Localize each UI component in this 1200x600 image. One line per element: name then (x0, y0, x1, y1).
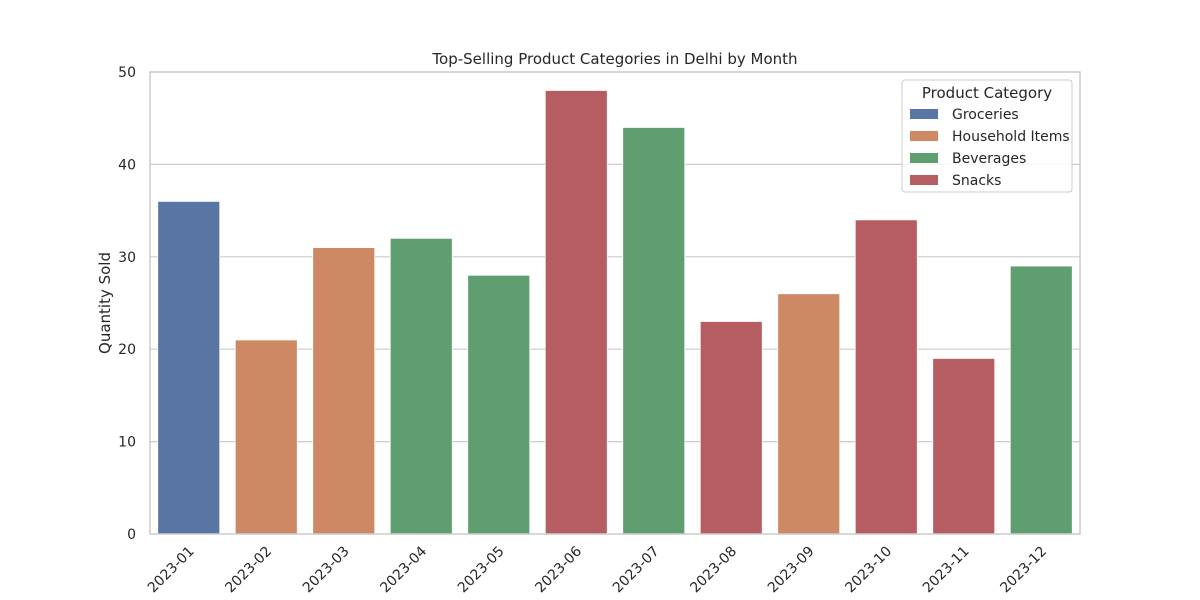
y-tick-label: 20 (118, 342, 136, 358)
bar-2023-01 (157, 200, 221, 535)
bar-2023-12 (1009, 265, 1073, 535)
bars (157, 90, 1073, 535)
bar-2023-06 (544, 90, 608, 535)
legend: Product Category Groceries Household Item… (901, 79, 1073, 193)
legend-swatch-snacks (910, 175, 938, 185)
y-tick-labels: 0 10 20 30 40 50 (118, 65, 136, 543)
y-tick-label: 10 (118, 435, 136, 451)
legend-entries: Groceries Household Items Beverages Snacks (910, 107, 1070, 189)
bar-2023-08 (699, 321, 763, 535)
legend-title: Product Category (922, 84, 1052, 102)
bar-2023-02 (234, 339, 298, 535)
bar-2023-04 (389, 237, 453, 535)
grid-lines (150, 71, 1080, 443)
legend-swatch-groceries (910, 109, 938, 119)
legend-label: Groceries (952, 107, 1019, 123)
bar-2023-10 (854, 219, 918, 535)
bar-2023-07 (622, 127, 686, 535)
legend-swatch-beverages (910, 153, 938, 163)
y-tick-label: 30 (118, 250, 136, 266)
y-tick-label: 0 (127, 527, 136, 543)
legend-label: Snacks (952, 173, 1001, 189)
bar-2023-09 (777, 293, 841, 535)
y-tick-label: 40 (118, 157, 136, 173)
y-tick-label: 50 (118, 65, 136, 81)
bar-2023-11 (932, 358, 996, 535)
legend-label: Beverages (952, 151, 1026, 167)
bar-2023-05 (467, 274, 531, 535)
legend-swatch-household-items (910, 131, 938, 141)
legend-box (901, 79, 1073, 193)
bar-2023-03 (312, 247, 376, 535)
plot-frame (149, 71, 1081, 535)
y-axis-label: Quantity Sold (96, 252, 114, 354)
legend-label: Household Items (952, 129, 1070, 145)
chart-title: Top-Selling Product Categories in Delhi … (431, 50, 797, 68)
